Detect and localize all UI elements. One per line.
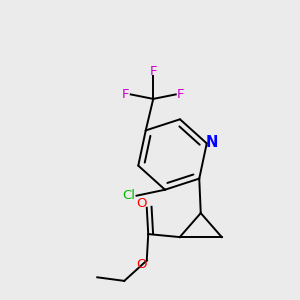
Text: O: O <box>136 197 147 210</box>
Text: N: N <box>206 135 218 150</box>
Text: F: F <box>177 88 184 101</box>
Text: Cl: Cl <box>122 189 136 202</box>
Text: O: O <box>136 259 147 272</box>
Text: F: F <box>149 65 157 78</box>
Text: F: F <box>122 88 129 101</box>
